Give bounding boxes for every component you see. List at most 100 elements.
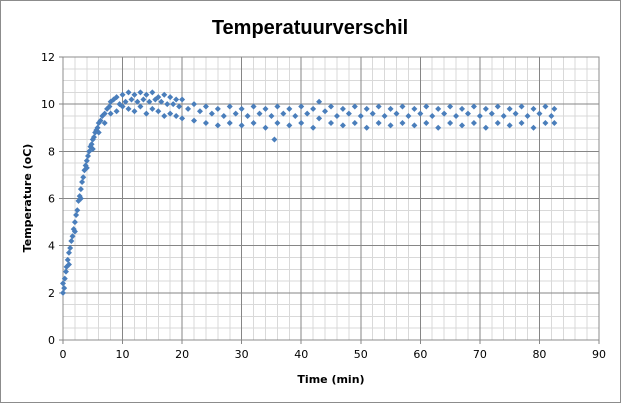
chart-title: Temperatuurverschil xyxy=(212,17,408,39)
data-point xyxy=(131,108,138,115)
data-point xyxy=(268,112,275,119)
y-tick-label: 4 xyxy=(48,240,55,253)
data-point xyxy=(271,136,278,143)
data-point xyxy=(191,101,198,108)
data-point xyxy=(238,122,245,129)
data-point xyxy=(179,115,186,122)
data-point xyxy=(220,112,227,119)
data-point xyxy=(417,110,424,117)
data-point xyxy=(548,112,555,119)
data-point xyxy=(106,103,113,110)
data-point xyxy=(155,94,162,101)
data-point xyxy=(310,124,317,131)
data-point xyxy=(351,103,358,110)
data-point xyxy=(167,94,174,101)
data-point xyxy=(447,103,454,110)
data-point xyxy=(113,108,120,115)
data-point xyxy=(551,120,558,127)
data-points xyxy=(60,89,558,296)
data-point xyxy=(101,120,108,127)
data-point xyxy=(202,103,209,110)
y-tick-label: 2 xyxy=(48,287,55,300)
data-point xyxy=(459,105,466,112)
data-point xyxy=(351,120,358,127)
x-tick-label: 50 xyxy=(354,348,368,361)
data-point xyxy=(250,120,257,127)
data-point xyxy=(536,110,543,117)
x-tick-label: 40 xyxy=(294,348,308,361)
data-point xyxy=(482,124,489,131)
data-point xyxy=(113,94,120,101)
data-point xyxy=(173,112,180,119)
data-point xyxy=(316,115,323,122)
data-point xyxy=(274,103,281,110)
x-tick-label: 70 xyxy=(473,348,487,361)
x-tick-label: 10 xyxy=(116,348,130,361)
data-point xyxy=(107,110,114,117)
x-axis-label: Time (min) xyxy=(297,373,364,386)
data-point xyxy=(60,289,66,296)
data-point xyxy=(423,103,430,110)
data-point xyxy=(131,91,138,98)
y-tick-label: 10 xyxy=(41,98,55,111)
data-point xyxy=(161,91,168,98)
data-point xyxy=(411,105,418,112)
data-point xyxy=(94,124,101,131)
data-point xyxy=(405,112,412,119)
data-point xyxy=(185,105,192,112)
data-point xyxy=(97,117,104,124)
data-point xyxy=(95,129,102,136)
data-point xyxy=(387,105,394,112)
data-point xyxy=(179,96,186,103)
data-point xyxy=(158,98,165,105)
data-point xyxy=(304,110,311,117)
data-point xyxy=(167,110,174,117)
data-point xyxy=(90,134,97,141)
data-point xyxy=(494,120,501,127)
data-point xyxy=(435,124,442,131)
data-point xyxy=(470,103,477,110)
data-point xyxy=(122,98,129,105)
data-point xyxy=(85,153,92,160)
data-point xyxy=(441,110,448,117)
data-point xyxy=(387,122,394,129)
data-point xyxy=(518,120,525,127)
x-tick-label: 30 xyxy=(235,348,249,361)
data-point xyxy=(125,105,132,112)
data-point xyxy=(298,103,305,110)
data-point xyxy=(68,237,75,244)
y-tick-label: 0 xyxy=(48,334,55,347)
data-point xyxy=(512,110,519,117)
data-point xyxy=(137,103,144,110)
data-point xyxy=(333,112,340,119)
data-point xyxy=(292,112,299,119)
data-point xyxy=(328,103,334,110)
data-point xyxy=(262,105,269,112)
data-point xyxy=(286,122,293,129)
data-point xyxy=(137,89,144,96)
data-point xyxy=(488,110,495,117)
data-point xyxy=(363,105,370,112)
data-point xyxy=(62,268,69,275)
data-point xyxy=(83,164,90,171)
data-point xyxy=(363,124,370,131)
data-point xyxy=(88,141,95,148)
data-point xyxy=(119,91,126,98)
data-point xyxy=(61,285,68,292)
data-point xyxy=(339,122,346,129)
data-point xyxy=(232,110,239,117)
data-point xyxy=(500,112,507,119)
data-point xyxy=(149,89,156,96)
data-point xyxy=(375,103,382,110)
data-point xyxy=(494,103,501,110)
data-point xyxy=(435,105,442,112)
data-point xyxy=(542,103,549,110)
data-point xyxy=(316,98,323,105)
data-point xyxy=(524,112,531,119)
data-point xyxy=(134,98,141,105)
data-point xyxy=(140,96,147,103)
data-point xyxy=(143,91,150,98)
y-axis-label: Temperature (oC) xyxy=(21,144,34,253)
data-point xyxy=(459,122,466,129)
